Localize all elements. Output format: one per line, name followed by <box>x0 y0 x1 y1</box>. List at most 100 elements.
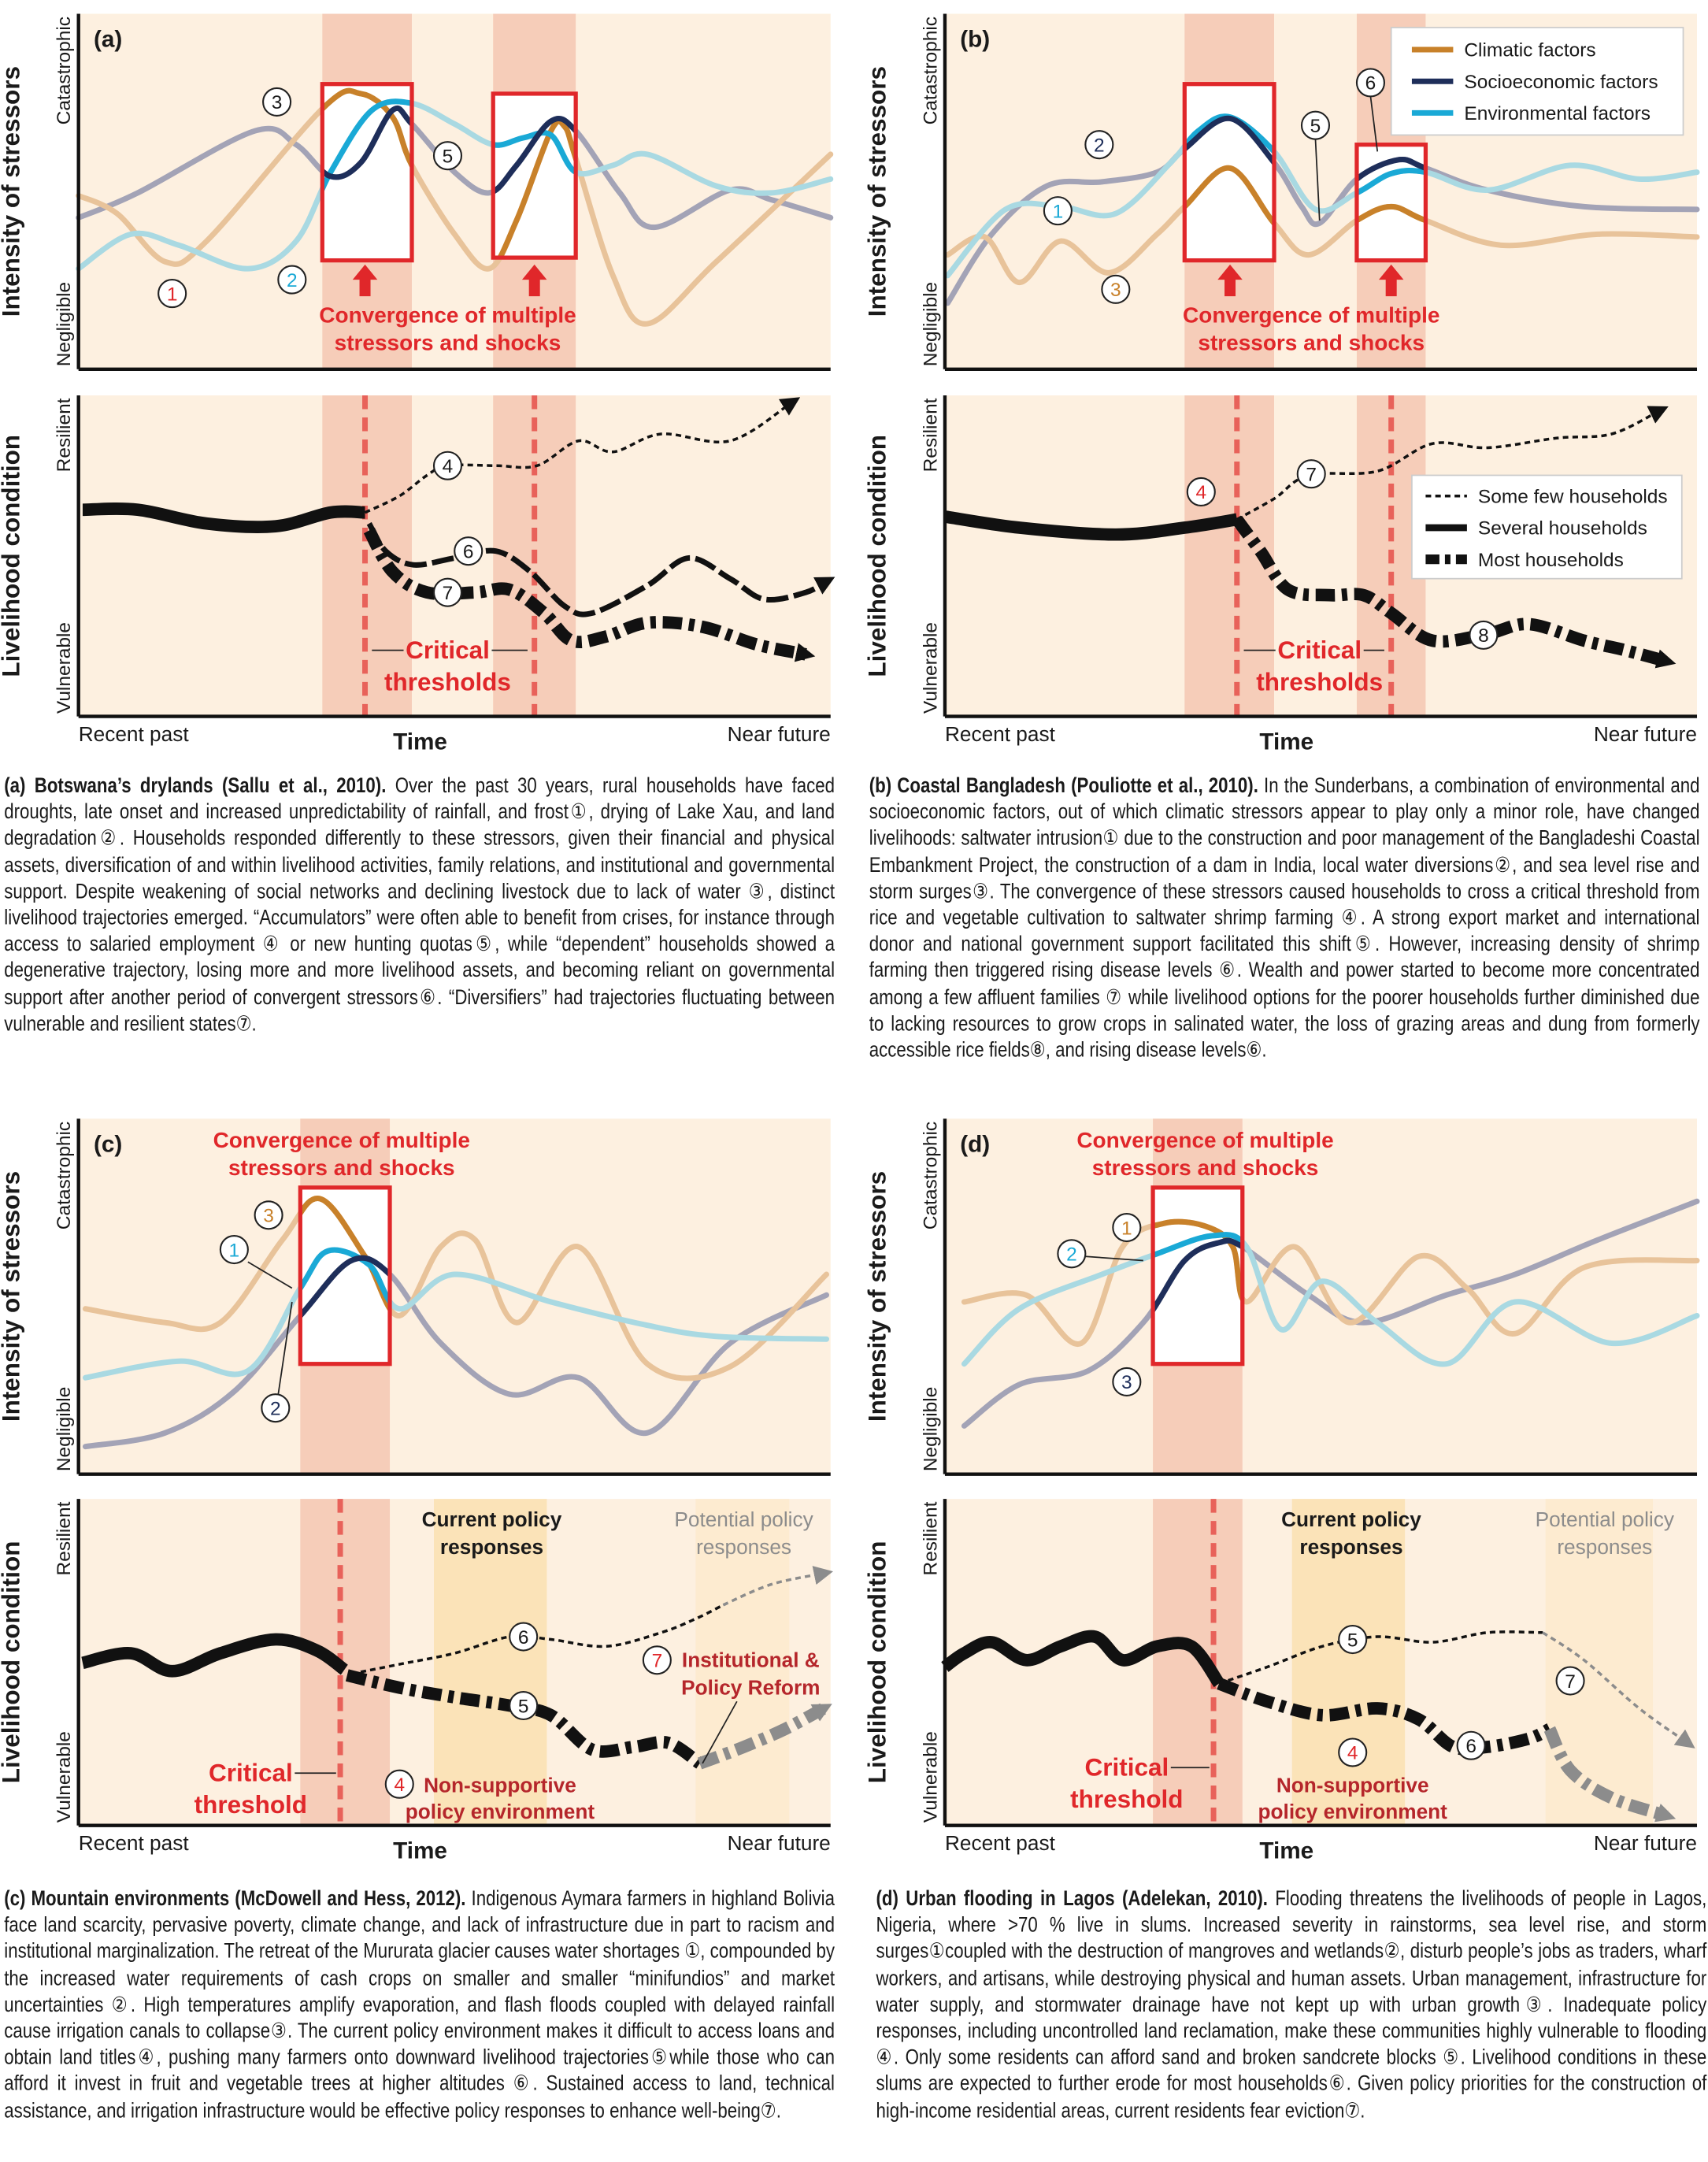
time-start-label: Recent past <box>79 722 190 746</box>
convergence-box <box>1354 143 1428 263</box>
legend-label: Several households <box>1478 518 1647 540</box>
convergence-box-fill <box>1153 1187 1243 1364</box>
callout-leader <box>1369 96 1379 152</box>
callout-marker: 1 <box>1112 1212 1142 1243</box>
convergence-label: stressors and shocks <box>335 330 561 354</box>
callout-circle <box>1112 1212 1142 1243</box>
critical-threshold-label: threshold <box>1070 1786 1183 1813</box>
livelihood-trajectory-dotted <box>722 1566 834 1607</box>
callout-marker: 7 <box>432 577 463 607</box>
callout-number: 1 <box>1121 1218 1132 1239</box>
stressor-legend: Climatic factors Socioeconomic factors Env… <box>1390 27 1684 136</box>
y-axis-top-label: Catastrophic <box>54 17 75 124</box>
potential-policy-label: responses <box>1557 1535 1652 1559</box>
time-end-label: Near future <box>728 1831 831 1855</box>
time-axis-title: Time <box>393 729 447 755</box>
caption-title: (b) Coastal Bangladesh (Pouliotte et al.… <box>869 774 1258 798</box>
environmental-stressor-curve <box>944 113 1700 279</box>
callout-number: 5 <box>1310 116 1321 137</box>
callout-marker: 8 <box>1469 620 1499 650</box>
callout-number: 2 <box>287 270 298 291</box>
socioeconomic-stressor-curve <box>961 1198 1700 1429</box>
livelihood-trajectory-dotted <box>1542 1631 1695 1749</box>
stressors-plot-c: Convergence of multiple stressors and sho… <box>0 1118 831 1476</box>
callout-number: 7 <box>443 583 454 604</box>
callout-leader <box>247 1261 293 1289</box>
current-policy-label: Current policy <box>422 1507 562 1531</box>
convergence-box-fill <box>1184 83 1275 261</box>
time-end-label: Near future <box>1594 1831 1697 1855</box>
time-start-label: Recent past <box>79 1831 190 1855</box>
y-axis-top-label: Resilient <box>54 398 75 472</box>
callout-marker: 4 <box>1338 1737 1368 1767</box>
livelihood-trajectory-dashdot <box>1543 1726 1677 1823</box>
convergence-label: stressors and shocks <box>228 1155 455 1180</box>
livelihood-trajectory-dashed <box>366 521 835 617</box>
callout-marker: 1 <box>1043 196 1073 226</box>
caption-c: (c) Mountain environments (McDowell and … <box>4 1886 835 2162</box>
up-arrow-icon <box>1217 264 1243 297</box>
callout-circle <box>1296 459 1326 489</box>
potential-policy-label: responses <box>696 1535 791 1559</box>
callout-marker: 7 <box>1296 459 1326 489</box>
callout-number: 4 <box>394 1774 405 1796</box>
callout-number: 3 <box>1121 1372 1132 1393</box>
callout-marker: 5 <box>432 141 463 171</box>
callout-number: 2 <box>1094 135 1105 156</box>
callout-marker: 6 <box>454 536 484 566</box>
household-legend: Some few households Several households Mos… <box>1411 474 1683 580</box>
callout-number: 6 <box>1465 1736 1476 1757</box>
callout-number: 6 <box>1365 73 1376 95</box>
critical-threshold-label: Critical <box>1277 636 1362 664</box>
nonsupportive-label: Non-supportive <box>1276 1774 1429 1797</box>
legend-label: Climatic factors <box>1464 40 1595 61</box>
y-axis-top-label: Catastrophic <box>920 1122 941 1229</box>
callout-marker: 7 <box>642 1645 672 1675</box>
callout-marker: 2 <box>277 265 307 295</box>
callout-marker: 5 <box>509 1690 539 1721</box>
livelihood-trajectory-dashdot <box>697 1703 832 1770</box>
convergence-box <box>298 1185 392 1367</box>
y-axis-bottom-label: Negligible <box>920 1387 941 1471</box>
y-axis-title: Intensity of stressors <box>0 1171 24 1422</box>
callout-marker: 3 <box>1101 274 1131 304</box>
y-axis-top-label: Catastrophic <box>920 17 941 124</box>
callout-number: 7 <box>1306 464 1317 485</box>
potential-policy-band <box>695 1499 790 1826</box>
convergence-box <box>491 91 578 260</box>
callout-leader <box>277 1301 293 1395</box>
caption-title: (c) Mountain environments (McDowell and … <box>4 1887 466 1912</box>
callout-marker: 2 <box>261 1393 291 1423</box>
livelihood-trajectory-dotted <box>1218 1630 1543 1685</box>
caption-title: (d) Urban flooding in Lagos (Adelekan, 2… <box>876 1887 1268 1912</box>
up-arrow-icon <box>352 264 378 297</box>
y-axis-bottom-label: Vulnerable <box>920 622 941 714</box>
livelihood-trajectory-thick <box>82 502 365 533</box>
callout-circle <box>1300 110 1331 140</box>
environmental-stressor-curve <box>76 98 834 272</box>
convergence-label: Convergence of multiple <box>213 1128 470 1152</box>
callout-leader <box>1314 139 1321 221</box>
callout-number: 2 <box>270 1398 281 1419</box>
callout-marker: 1 <box>219 1234 249 1265</box>
callout-number: 3 <box>263 1206 274 1227</box>
livelihood-plot-d: Current policy responses Potential policy r… <box>864 1499 1698 1864</box>
convergence-label: Convergence of multiple <box>1076 1128 1333 1152</box>
callout-marker: 4 <box>1186 477 1216 507</box>
callout-circle <box>509 1622 539 1652</box>
environmental-stressor-curve <box>961 1232 1700 1367</box>
callout-circle <box>261 1393 291 1423</box>
callout-marker: 6 <box>509 1622 539 1652</box>
callout-number: 7 <box>1565 1671 1576 1693</box>
callout-circle <box>509 1690 539 1721</box>
time-axis-title: Time <box>393 1838 447 1864</box>
callout-number: 1 <box>167 284 178 305</box>
nonsupportive-label: policy environment <box>1258 1800 1448 1823</box>
callout-number: 4 <box>1347 1743 1358 1764</box>
callout-number: 5 <box>443 146 454 167</box>
callout-number: 6 <box>463 541 474 562</box>
current-policy-label: Current policy <box>1281 1507 1421 1531</box>
callout-marker: 6 <box>1355 68 1385 98</box>
legend-label: Socioeconomic factors <box>1464 72 1658 93</box>
y-axis-title: Intensity of stressors <box>864 1171 891 1422</box>
